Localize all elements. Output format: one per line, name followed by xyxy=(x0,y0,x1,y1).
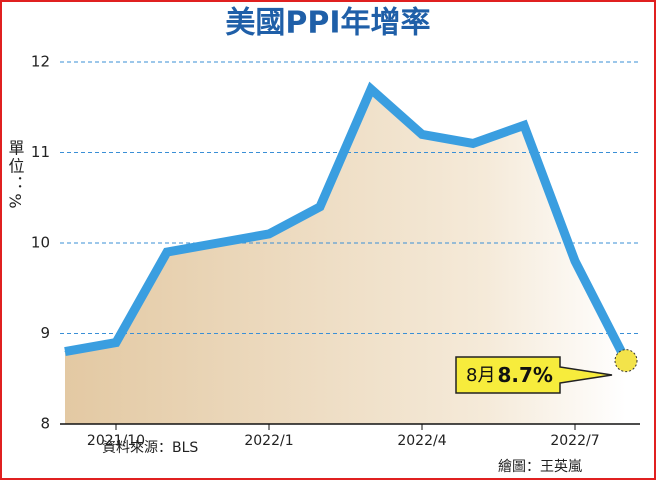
source: 資料來源：BLS xyxy=(102,440,198,456)
callout-box xyxy=(455,356,613,394)
point xyxy=(166,251,168,253)
y-tick-label: 11 xyxy=(31,143,50,161)
value-label: 8.7% xyxy=(497,363,552,387)
x-tick-label: 2021/10 xyxy=(87,433,145,449)
area xyxy=(65,89,626,425)
x-tick-label: 2022/1 xyxy=(244,433,293,449)
point xyxy=(268,233,270,235)
point xyxy=(472,142,474,144)
point xyxy=(574,260,576,262)
point xyxy=(421,133,423,135)
point xyxy=(217,242,219,244)
x-tick-label: 2022/4 xyxy=(397,433,446,449)
chart-title: 美國PPI年增率 xyxy=(225,6,430,41)
point xyxy=(319,206,321,208)
credit: 繪圖：王英嵐 xyxy=(498,458,582,475)
y-tick-label: 10 xyxy=(31,234,50,252)
line xyxy=(64,81,631,363)
callout: 8月 8.7% xyxy=(466,363,553,387)
y-tick-label: 8 xyxy=(40,415,50,433)
x-tick-label: 2022/7 xyxy=(550,433,599,449)
y-tick-label: 12 xyxy=(31,53,50,71)
y-tick-label: 9 xyxy=(40,324,50,342)
point xyxy=(523,124,525,126)
y-axis-label-text: 單位：% xyxy=(6,139,25,210)
point xyxy=(115,342,117,344)
annotation: 8月 xyxy=(466,365,495,386)
point xyxy=(370,88,372,90)
point xyxy=(64,351,66,353)
point xyxy=(614,349,638,373)
